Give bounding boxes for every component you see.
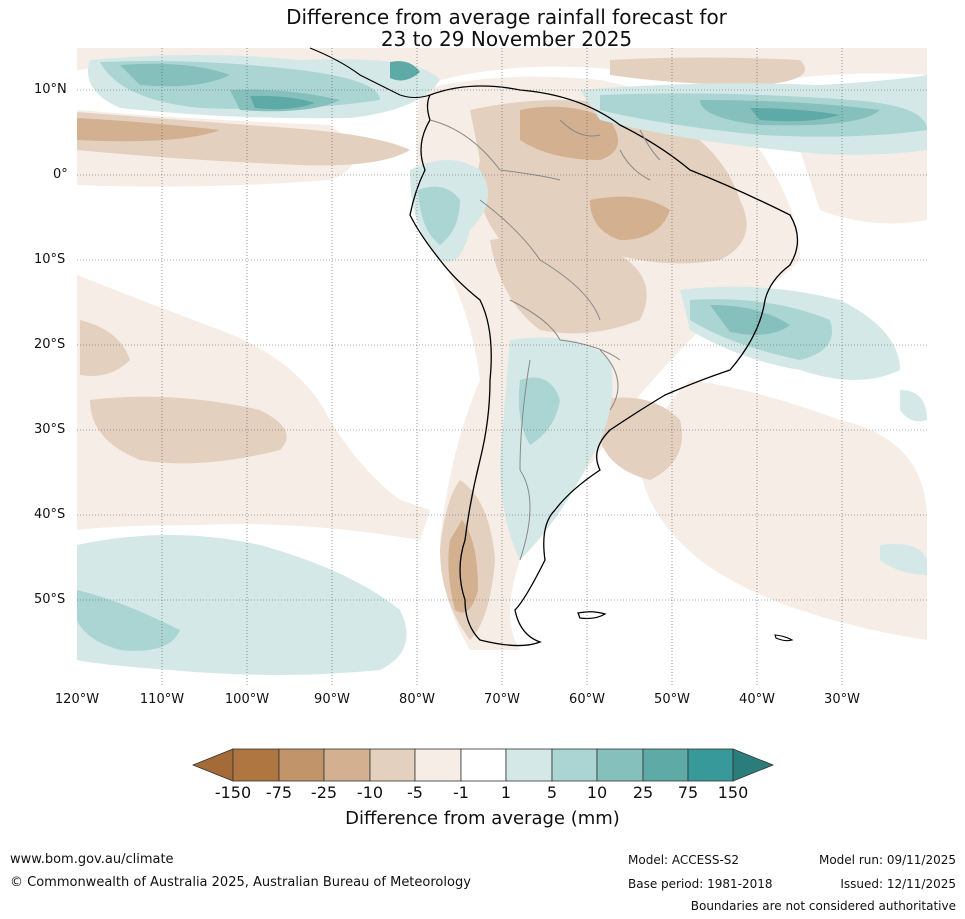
wet-strong-panama: [250, 95, 315, 110]
lat-label-10n: 10°N: [34, 82, 67, 97]
colorbar-swatch: [278, 748, 325, 782]
lon-label-40w: 40°W: [739, 692, 775, 707]
lon-label-90w: 90°W: [314, 692, 350, 707]
lon-label-50w: 50°W: [654, 692, 690, 707]
colorbar-swatch: [505, 748, 553, 782]
lat-label-20s: 20°S: [34, 337, 66, 352]
colorbar-swatch: [551, 748, 598, 782]
colorbar-swatch: [642, 748, 689, 782]
colorbar: [191, 748, 775, 782]
wet-mid-argentina: [518, 377, 560, 445]
dry-zone-far-east: [800, 150, 927, 224]
wet-strong-caribbean: [390, 61, 420, 81]
colorbar-label: 75: [677, 783, 699, 802]
central-america-coastline: [309, 47, 431, 99]
colorbar-label: -25: [310, 783, 338, 802]
dry-strong-chile: [448, 520, 478, 613]
south-america-coastline: [409, 85, 799, 647]
website-link[interactable]: www.bom.gov.au/climate: [10, 852, 174, 867]
wet-strong-brazil: [710, 305, 790, 335]
lat-label-10s: 10°S: [34, 252, 66, 267]
lon-label-30w: 30°W: [824, 692, 860, 707]
dry-strong-pacific: [77, 118, 220, 142]
issued-date: Issued: 12/11/2025: [840, 877, 956, 891]
colorbar-label: -150: [214, 783, 252, 802]
dry-core-brazil-interior: [490, 237, 647, 334]
colorbar-swatch: [414, 748, 462, 782]
wet-mid-ecuador: [418, 186, 460, 245]
wet-zone-atlantic-east: [900, 390, 927, 422]
colorbar-swatch: [232, 748, 280, 782]
lon-label-100w: 100°W: [224, 692, 270, 707]
lat-label-equator: 0°: [53, 167, 68, 182]
dry-core-uruguay: [600, 397, 682, 480]
colorbar-swatch: [687, 748, 734, 782]
colorbar-title: Difference from average (mm): [345, 808, 620, 829]
model-name: Model: ACCESS-S2: [628, 853, 740, 867]
wet-mid-south-pacific: [77, 590, 180, 651]
lat-label-50s: 50°S: [34, 592, 66, 607]
colorbar-swatch: [596, 748, 644, 782]
colorbar-swatch: [323, 748, 371, 782]
colorbar-extend-low: [191, 748, 234, 782]
wet-strong-atlantic-core: [750, 108, 840, 122]
dry-strong-amazon: [520, 106, 618, 160]
graticule: [77, 48, 927, 686]
lon-label-70w: 70°W: [484, 692, 520, 707]
lat-label-40s: 40°S: [34, 507, 66, 522]
colorbar-label: 10: [586, 783, 608, 802]
colorbar-swatch: [460, 748, 507, 782]
colorbar-label: -75: [265, 783, 293, 802]
lon-label-80w: 80°W: [399, 692, 435, 707]
rainfall-anomaly-layer: [77, 48, 927, 686]
boundaries-disclaimer: Boundaries are not considered authoritat…: [690, 899, 956, 913]
model-run-date: Model run: 09/11/2025: [818, 853, 956, 867]
map-title-line1: Difference from average rainfall forecas…: [286, 5, 727, 29]
colorbar-swatch: [369, 748, 416, 782]
colorbar-label: -10: [356, 783, 384, 802]
colorbar-label: 5: [546, 783, 558, 802]
lon-label-110w: 110°W: [139, 692, 185, 707]
lon-label-120w: 120°W: [54, 692, 100, 707]
dry-core-north-atlantic: [610, 57, 805, 85]
dry-zone-east-pacific: [77, 275, 430, 540]
dry-strong-central: [590, 196, 670, 240]
wet-strong-north-pacific: [120, 63, 230, 87]
colorbar-label: 1: [500, 783, 512, 802]
lat-label-30s: 30°S: [34, 422, 66, 437]
south-georgia: [774, 634, 794, 642]
map-title-line2: 23 to 29 November 2025: [380, 27, 633, 51]
base-period: Base period: 1981-2018: [628, 877, 773, 891]
dry-zone-atlantic: [640, 380, 927, 640]
country-borders: [429, 119, 661, 561]
dry-core-pacific-south: [80, 320, 130, 376]
colorbar-label: -5: [407, 783, 423, 802]
colorbar-extend-high: [732, 748, 775, 782]
lon-label-60w: 60°W: [569, 692, 605, 707]
copyright-text: © Commonwealth of Australia 2025, Austra…: [10, 875, 471, 890]
colorbar-label: 25: [632, 783, 654, 802]
falkland-islands: [577, 611, 607, 620]
wet-zone-south-atlantic: [880, 544, 927, 575]
colorbar-label: -1: [453, 783, 469, 802]
colorbar-label: 150: [717, 783, 749, 802]
